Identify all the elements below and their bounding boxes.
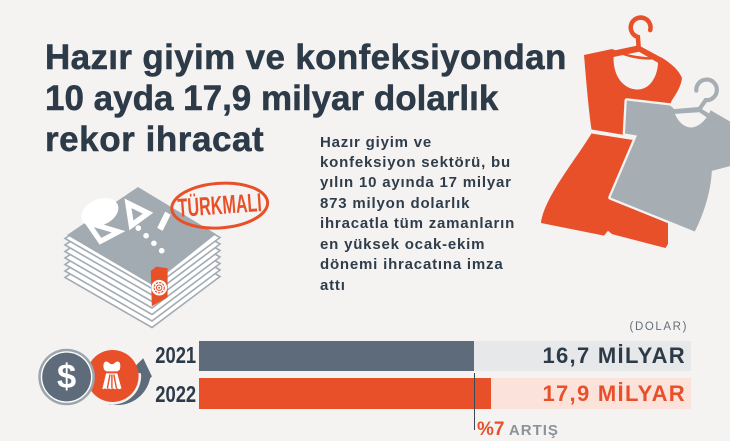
svg-text:$: $ (57, 358, 76, 396)
svg-text:TÜRKMALI: TÜRKMALI (177, 187, 263, 223)
